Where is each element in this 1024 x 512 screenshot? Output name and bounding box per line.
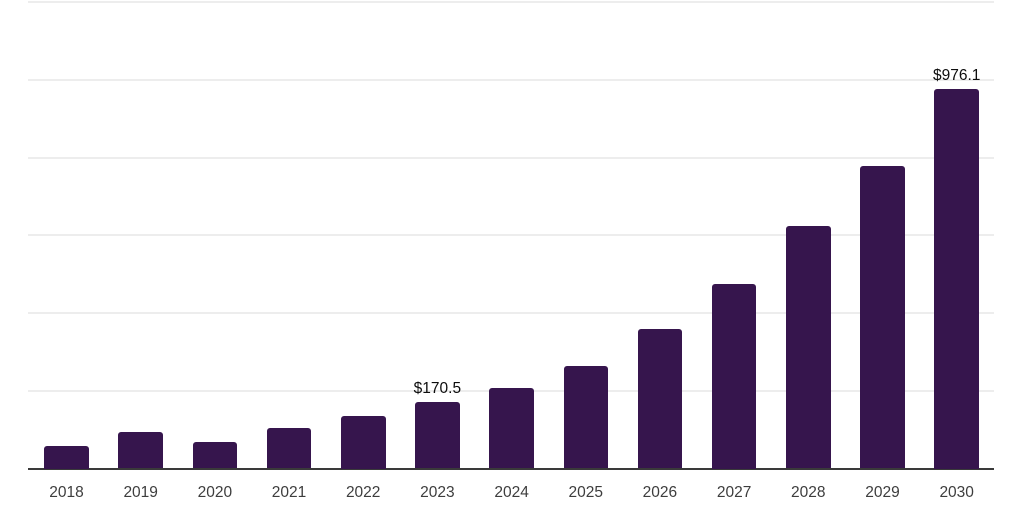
x-tick-2019: 2019 [123,484,158,501]
x-tick-2025: 2025 [568,484,604,501]
x-tick-2022: 2022 [345,484,381,501]
bar-2025 [563,365,608,469]
gridline-1200 [28,1,994,3]
bar-2020 [192,441,238,469]
gridline-400 [28,312,994,314]
bar-2027 [711,283,757,469]
x-tick-2027: 2027 [716,484,752,501]
bar-2030 [934,89,979,469]
x-tick-2020: 2020 [197,484,233,501]
x-tick-2028: 2028 [791,484,826,501]
x-tick-2024: 2024 [494,484,529,501]
bar-2024 [489,388,534,469]
x-tick-2021: 2021 [271,484,307,501]
bar-2022 [341,416,386,469]
gridline-800 [28,156,994,159]
bar-2018 [44,446,89,469]
bar-2026 [637,328,683,469]
bar-2021 [266,427,312,469]
gridline-600 [28,234,994,237]
x-tick-2030: 2030 [939,484,974,501]
bar-2028 [786,225,831,469]
x-tick-2029: 2029 [865,484,900,501]
x-tick-2026: 2026 [642,484,678,501]
x-axis-line [28,467,994,470]
gridline-1000 [28,78,994,81]
data-label-2030: $976.1 [932,67,981,84]
bar-2023 [415,402,460,469]
bar-2019 [118,431,163,469]
x-tick-2018: 2018 [49,484,84,501]
x-tick-2023: 2023 [420,484,455,501]
data-label-2023: $170.5 [413,380,462,398]
bar-2029 [860,166,905,469]
